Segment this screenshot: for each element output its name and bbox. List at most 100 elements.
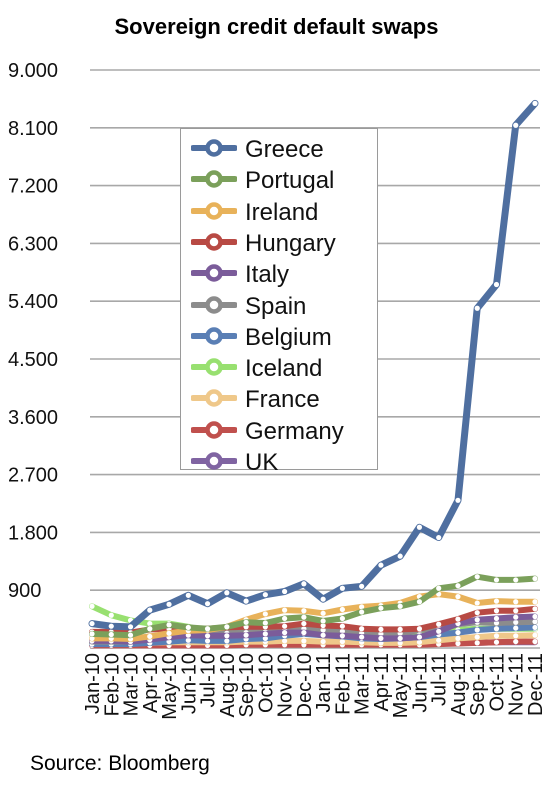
series-line-germany [89, 638, 538, 649]
x-tick-label: Oct-11 [486, 653, 508, 712]
legend-label: Hungary [245, 229, 336, 257]
legend-item-greece: Greece [181, 133, 377, 163]
data-point-ireland [320, 610, 326, 616]
data-point-france [493, 633, 500, 639]
data-point-greece [127, 624, 134, 630]
data-point-portugal [262, 620, 268, 626]
data-point-spain [378, 631, 384, 637]
legend-label: Belgium [245, 323, 332, 351]
data-point-hungary [493, 608, 500, 614]
data-point-portugal [224, 624, 230, 630]
data-point-italy [339, 633, 345, 639]
data-point-spain [493, 620, 500, 626]
data-point-iceland [89, 603, 95, 609]
x-tick-label: Aug-11 [448, 653, 470, 716]
data-point-ireland [339, 606, 345, 613]
data-point-hungary [532, 606, 538, 612]
x-tick-label: Jun-11 [409, 653, 431, 713]
data-point-greece [455, 497, 461, 503]
data-point-italy [532, 613, 538, 620]
data-point-portugal [513, 577, 519, 583]
data-point-belgium [262, 635, 268, 641]
series-line-hungary [89, 605, 538, 636]
data-point-greece [513, 122, 519, 128]
legend-item-iceland: Iceland [181, 352, 377, 382]
data-point-greece [89, 620, 95, 627]
data-point-ireland [455, 594, 461, 600]
legend-swatch [191, 295, 237, 314]
data-point-belgium [455, 629, 461, 636]
legend-swatch [191, 358, 237, 376]
data-point-portugal [455, 583, 461, 589]
y-tick-label: 5.400 [8, 291, 58, 313]
series-line-ireland [89, 591, 538, 642]
legend-swatch [191, 170, 237, 189]
legend-swatch [191, 420, 237, 439]
data-point-belgium [532, 624, 538, 631]
x-tick-label: Jan-10 [82, 653, 104, 714]
data-point-hungary [416, 626, 423, 632]
data-point-ireland [513, 599, 519, 605]
data-point-greece [147, 607, 153, 613]
data-point-france [397, 640, 403, 646]
legend-swatch [191, 201, 237, 220]
legend-label: Spain [245, 292, 307, 320]
y-tick-label: 3.600 [8, 407, 58, 429]
data-point-greece [166, 601, 172, 607]
x-tick-label: Jul-10 [198, 653, 220, 707]
x-tick-label: Jun-10 [178, 653, 200, 714]
data-point-portugal [339, 615, 345, 622]
legend-swatch [191, 389, 237, 408]
data-point-italy [397, 635, 403, 641]
y-tick-label: 2.700 [8, 465, 58, 487]
data-point-ireland [359, 604, 365, 610]
data-point-portugal [204, 626, 211, 632]
data-point-portugal [532, 576, 538, 582]
data-point-hungary [378, 626, 384, 632]
legend-item-ireland: Ireland [181, 196, 377, 226]
data-point-greece [282, 588, 288, 595]
data-point-greece [493, 281, 500, 288]
data-point-portugal [301, 614, 307, 620]
x-tick-label: Jul-11 [429, 653, 451, 706]
data-point-italy [513, 614, 519, 620]
x-tick-label: Sep-10 [236, 653, 258, 718]
data-point-spain [513, 619, 519, 625]
y-tick-label: 900 [8, 580, 41, 602]
data-point-hungary [282, 623, 288, 629]
legend-item-germany: Germany [181, 415, 377, 445]
x-axis-tick-labels: Jan-10Feb-10Mar-10Apr-10May-10Jun-10Jul-… [82, 653, 547, 720]
legend-label: Iceland [245, 355, 323, 383]
data-point-italy [243, 632, 249, 638]
legend-label: Greece [245, 136, 324, 163]
data-point-portugal [416, 599, 423, 605]
x-tick-label: Dec-11 [525, 653, 547, 716]
data-point-portugal [436, 585, 442, 591]
legend-item-spain: Spain [181, 290, 377, 320]
data-point-france [320, 638, 326, 645]
series-line-italy [89, 613, 538, 645]
data-point-belgium [185, 637, 191, 643]
data-point-ireland [147, 633, 153, 640]
data-point-hungary [339, 623, 345, 629]
data-point-ireland [262, 611, 268, 617]
data-point-ireland [532, 599, 538, 605]
data-point-belgium [513, 625, 519, 631]
data-point-france [513, 633, 519, 639]
x-tick-label: Mar-10 [121, 653, 143, 716]
data-point-belgium [204, 638, 211, 644]
data-point-greece [436, 534, 442, 541]
data-point-italy [301, 629, 307, 636]
legend-swatch [191, 264, 237, 282]
data-point-greece [301, 581, 307, 587]
data-point-portugal [243, 619, 249, 625]
legend-label: UK [245, 449, 279, 476]
data-point-portugal [127, 632, 134, 638]
data-point-greece [416, 524, 423, 530]
legend-item-hungary: Hungary [181, 227, 377, 257]
data-point-portugal [108, 631, 114, 638]
data-point-ireland [166, 630, 172, 636]
data-point-ireland [301, 608, 307, 614]
data-point-italy [320, 632, 326, 638]
